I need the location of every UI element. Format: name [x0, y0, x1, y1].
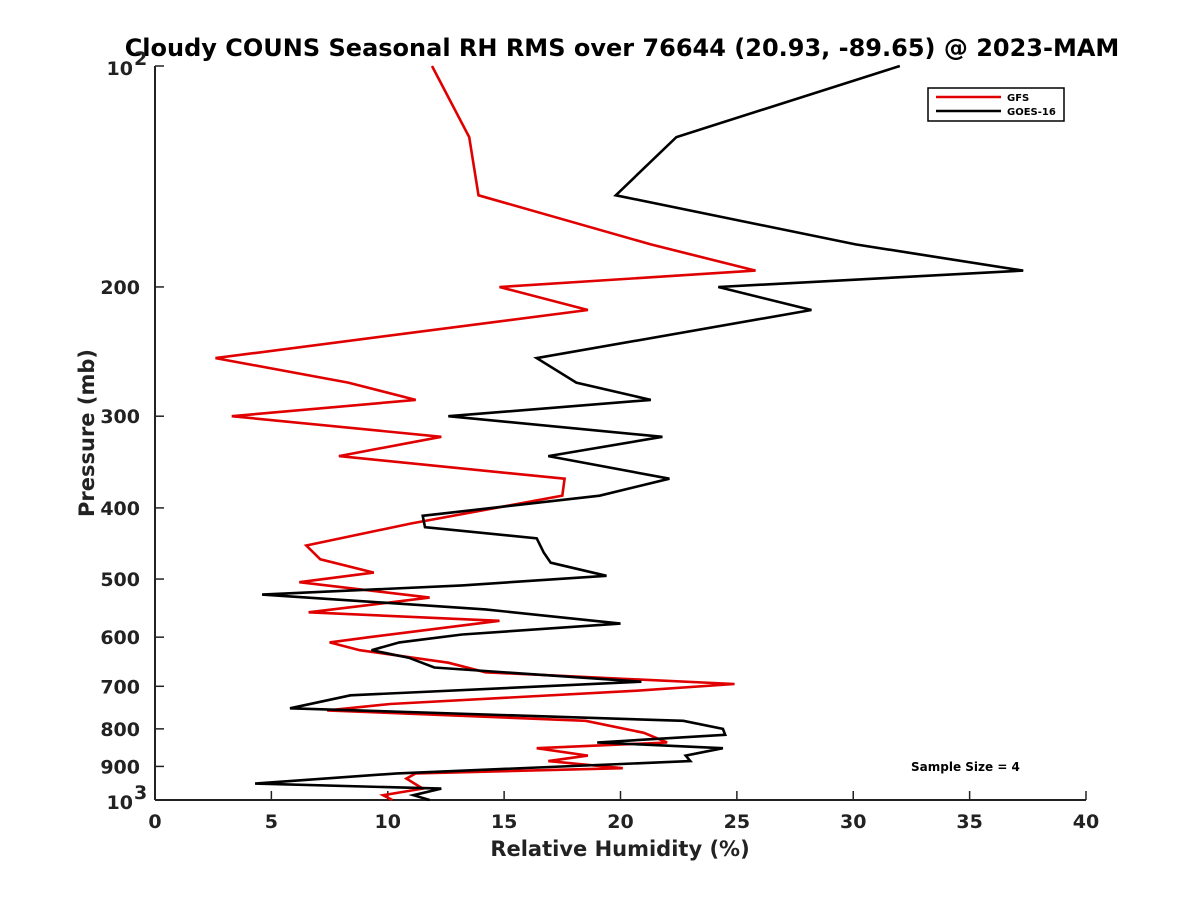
series-lines [215, 64, 1024, 802]
y-tick-label: 900 [100, 756, 140, 778]
x-axis-label: Relative Humidity (%) [490, 837, 749, 861]
y-tick-label: 300 [100, 406, 140, 428]
x-tick-label: 5 [265, 811, 278, 833]
legend-label-gfs: GFS [1007, 93, 1029, 104]
x-tick-label: 15 [491, 811, 517, 833]
sample-size-annotation: Sample Size = 4 [911, 760, 1020, 774]
y-tick-label: 400 [100, 498, 140, 520]
x-tick-label: 35 [956, 811, 982, 833]
y-axis-label: Pressure (mb) [75, 349, 99, 517]
y-tick-exponent: 2 [134, 48, 147, 70]
y-tick-label: 10 [107, 58, 133, 80]
y-tick-label: 600 [100, 627, 140, 649]
series-line-gfs [215, 65, 756, 802]
x-ticks: 0 5 10 15 20 25 30 35 40 [148, 791, 1099, 833]
x-tick-label: 25 [724, 811, 750, 833]
legend: GFS GOES-16 [927, 87, 1065, 122]
x-tick-label: 40 [1073, 811, 1099, 833]
y-tick-label: 800 [100, 719, 140, 741]
x-tick-label: 10 [375, 811, 401, 833]
x-tick-label: 30 [840, 811, 866, 833]
y-tick-label: 10 [107, 792, 133, 814]
legend-box [927, 87, 1065, 122]
y-tick-exponent: 3 [134, 782, 147, 804]
y-tick-label: 500 [100, 569, 140, 591]
x-tick-label: 20 [607, 811, 633, 833]
x-tick-label: 0 [148, 811, 161, 833]
series-line-goes16 [255, 64, 1024, 802]
chart-title: Cloudy COUNS Seasonal RH RMS over 76644 … [125, 34, 1120, 62]
y-tick-label: 700 [100, 676, 140, 698]
y-tick-label: 200 [100, 277, 140, 299]
legend-label-goes16: GOES-16 [1007, 107, 1056, 118]
